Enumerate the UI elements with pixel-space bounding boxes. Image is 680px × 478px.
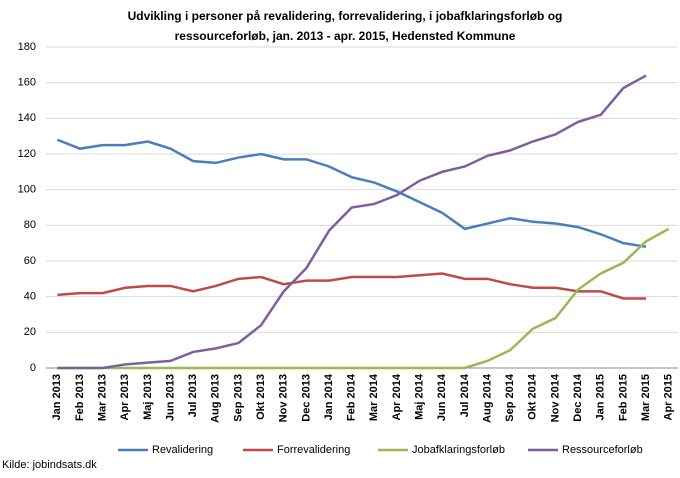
line-series bbox=[57, 227, 670, 370]
legend-label: Revalidering bbox=[152, 444, 213, 456]
x-tick-label: Jan 2015 bbox=[595, 374, 607, 420]
y-tick-label: 40 bbox=[24, 291, 36, 303]
x-tick-label: Okt 2014 bbox=[527, 373, 539, 420]
y-tick-label: 180 bbox=[18, 41, 36, 53]
x-tick-label: Jun 2014 bbox=[436, 373, 448, 421]
x-tick-label: Jul 2014 bbox=[459, 373, 471, 417]
x-tick-label: Feb 2013 bbox=[74, 374, 86, 421]
y-tick-label: 20 bbox=[24, 326, 36, 338]
line-series bbox=[57, 272, 647, 300]
x-tick-label: Jul 2013 bbox=[187, 374, 199, 417]
y-tick-label: 100 bbox=[18, 184, 36, 196]
x-tick-label: Jun 2013 bbox=[164, 374, 176, 421]
y-tick-label: 0 bbox=[30, 362, 36, 374]
y-tick-label: 120 bbox=[18, 148, 36, 160]
x-tick-label: Sep 2014 bbox=[504, 373, 516, 422]
line-series bbox=[57, 74, 647, 370]
x-tick-label: Apr 2013 bbox=[119, 374, 131, 420]
x-tick-label: Feb 2015 bbox=[617, 374, 629, 421]
x-tick-label: Dec 2014 bbox=[572, 373, 584, 422]
x-tick-label: Feb 2014 bbox=[346, 373, 358, 421]
x-tick-label: Mar 2014 bbox=[368, 373, 380, 421]
y-tick-label: 60 bbox=[24, 255, 36, 267]
source: Kilde: jobindsats.dk bbox=[2, 459, 97, 471]
x-tick-label: Aug 2013 bbox=[210, 374, 222, 423]
x-tick-label: Nov 2013 bbox=[278, 374, 290, 422]
y-tick-label: 80 bbox=[24, 219, 36, 231]
x-tick-label: Maj 2014 bbox=[414, 373, 426, 420]
x-tick-label: Mar 2013 bbox=[97, 374, 109, 421]
x-tick-label: Apr 2015 bbox=[663, 374, 675, 420]
legend-label: Jobafklaringsforløb bbox=[412, 444, 505, 456]
legend-label: Forrevalidering bbox=[277, 444, 350, 456]
x-tick-label: Jan 2014 bbox=[323, 373, 335, 420]
x-tick-label: Sep 2013 bbox=[232, 374, 244, 422]
x-tick-label: Apr 2014 bbox=[391, 373, 403, 420]
x-tick-label: Aug 2014 bbox=[481, 373, 493, 423]
legend-label: Ressourceforløb bbox=[562, 444, 643, 456]
y-tick-label: 140 bbox=[18, 112, 36, 124]
chart-title: Udvikling i personer på revalidering, fo… bbox=[128, 9, 563, 23]
x-tick-label: Nov 2014 bbox=[549, 373, 561, 422]
y-tick-label: 160 bbox=[18, 77, 36, 89]
x-tick-label: Okt 2013 bbox=[255, 374, 267, 420]
chart-title: ressourceforløb, jan. 2013 - apr. 2015, … bbox=[175, 29, 516, 43]
x-tick-label: Dec 2013 bbox=[300, 374, 312, 422]
x-tick-label: Maj 2013 bbox=[142, 374, 154, 420]
x-tick-label: Jan 2013 bbox=[51, 374, 63, 420]
line-series bbox=[56, 138, 647, 248]
x-tick-label: Mar 2015 bbox=[640, 374, 652, 421]
